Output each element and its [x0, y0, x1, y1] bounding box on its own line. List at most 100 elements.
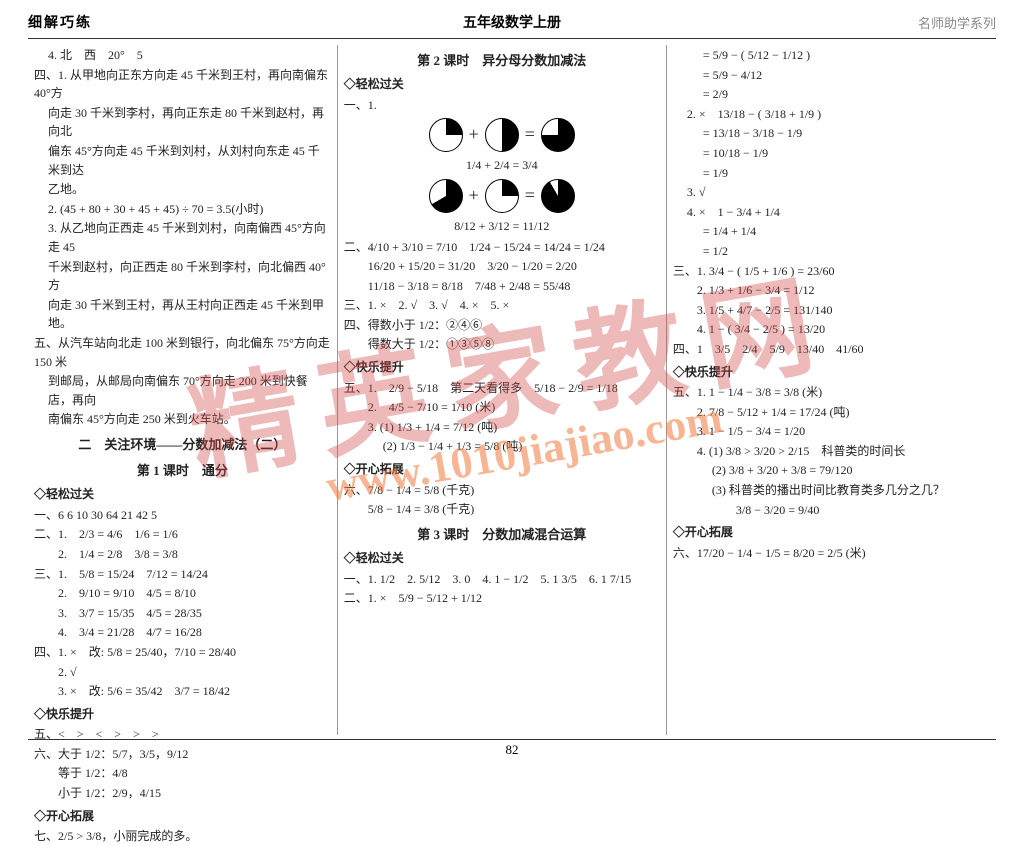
text-line: 3/8 − 3/20 = 9/40	[673, 501, 990, 520]
text-line: 南偏东 45°方向走 250 米到火车站。	[34, 410, 331, 429]
text-line: 一、6 6 10 30 64 21 42 5	[34, 506, 331, 525]
subsection: ◇轻松过关	[34, 485, 331, 504]
text-line: 三、1. 5/8 = 15/24 7/12 = 14/24	[34, 565, 331, 584]
text-line: 六、7/8 − 1/4 = 5/8 (千克)	[344, 481, 660, 500]
text-line: = 13/18 − 3/18 − 1/9	[673, 124, 990, 143]
pie-icon	[541, 179, 575, 213]
equals-icon: =	[525, 121, 535, 149]
text-line: 一、1. 1/2 2. 5/12 3. 0 4. 1 − 1/2 5. 1 3/…	[344, 570, 660, 589]
text-line: 等于 1/2：4/8	[34, 764, 331, 783]
text-line: 2. (45 + 80 + 30 + 45 + 45) ÷ 70 = 3.5(小…	[34, 200, 331, 219]
lesson-title: 第 2 课时 异分母分数加减法	[344, 51, 660, 71]
header-left: 细解巧练	[28, 12, 92, 32]
text-line: 二、4/10 + 3/10 = 7/10 1/24 − 15/24 = 14/2…	[344, 238, 660, 257]
subsection: ◇开心拓展	[34, 807, 331, 826]
text-line: = 1/2	[673, 242, 990, 261]
subsection: ◇开心拓展	[344, 460, 660, 479]
text-line: 4. × 1 − 3/4 + 1/4	[673, 203, 990, 222]
text-line: = 10/18 − 1/9	[673, 144, 990, 163]
text-line: 四、得数小于 1/2：②④⑥	[344, 316, 660, 335]
text-line: (2) 1/3 − 1/4 + 1/3 = 5/8 (吨)	[344, 437, 660, 456]
text-line: 4. 1 − ( 3/4 − 2/5 ) = 13/20	[673, 320, 990, 339]
text-line: 2. × 13/18 − ( 3/18 + 1/9 )	[673, 105, 990, 124]
text-line: 七、2/5 > 3/8，小丽完成的多。	[34, 827, 331, 846]
text-line: 3. 3/7 = 15/35 4/5 = 28/35	[34, 604, 331, 623]
text-line: 3. 1/5 + 4/7 − 2/5 = 131/140	[673, 301, 990, 320]
text-line: 4. 北 西 20° 5	[34, 46, 331, 65]
text-line: = 1/4 + 1/4	[673, 222, 990, 241]
text-line: 3. × 改: 5/6 = 35/42 3/7 = 18/42	[34, 682, 331, 701]
text-line: (2) 3/8 + 3/20 + 3/8 = 79/120	[673, 461, 990, 480]
subsection: ◇轻松过关	[344, 75, 660, 94]
plus-icon: +	[469, 182, 479, 210]
text-line: 得数大于 1/2：①③⑤⑧	[344, 335, 660, 354]
text-line: 二、1. 2/3 = 4/6 1/6 = 1/6	[34, 525, 331, 544]
text-line: 六、大于 1/2：5/7，3/5，9/12	[34, 745, 331, 764]
text-line: 3. 1 − 1/5 − 3/4 = 1/20	[673, 422, 990, 441]
text-line: = 5/9 − 4/12	[673, 66, 990, 85]
text-line: 3. √	[673, 183, 990, 202]
text-line: 2. 9/10 = 9/10 4/5 = 8/10	[34, 584, 331, 603]
text-line: 三、1. × 2. √ 3. √ 4. × 5. ×	[344, 296, 660, 315]
plus-icon: +	[469, 121, 479, 149]
text-line: 六、17/20 − 1/4 − 1/5 = 8/20 = 2/5 (米)	[673, 544, 990, 563]
text-line: = 2/9	[673, 85, 990, 104]
content-columns: 4. 北 西 20° 5 四、1. 从甲地向正东方向走 45 千米到王村，再向南…	[28, 45, 996, 735]
text-line: 2. 7/8 − 5/12 + 1/4 = 17/24 (吨)	[673, 403, 990, 422]
text-line: 四、1 3/5 2/4 5/9 13/40 41/60	[673, 340, 990, 359]
text-line: 二、1. × 5/9 − 5/12 + 1/12	[344, 589, 660, 608]
text-line: 五、< > < > > >	[34, 725, 331, 744]
pie-icon	[485, 118, 519, 152]
lesson-title: 第 1 课时 通分	[34, 461, 331, 481]
text-line: 五、1. 2/9 − 5/18 第二天看得多 5/18 − 2/9 = 1/18	[344, 379, 660, 398]
fraction-equation: 1/4 + 2/4 = 3/4	[344, 156, 660, 175]
text-line: 向走 30 千米到王村，再从王村向正西走 45 千米到甲地。	[34, 296, 331, 333]
subsection: ◇快乐提升	[34, 705, 331, 724]
text-line: 偏东 45°方向走 45 千米到刘村，从刘村向东走 45 千米到达	[34, 142, 331, 179]
text-line: (3) 科普类的播出时间比教育类多几分之几？	[673, 481, 990, 500]
text-line: 到邮局，从邮局向南偏东 70°方向走 200 米到快餐店，再向	[34, 372, 331, 409]
text-line: 四、1. 从甲地向正东方向走 45 千米到王村，再向南偏东 40°方	[34, 66, 331, 103]
text-line: 千米到赵村，向正西走 80 千米到李村，向北偏西 40°方	[34, 258, 331, 295]
column-2: 第 2 课时 异分母分数加减法 ◇轻松过关 一、1. + = 1/4 + 2/4…	[338, 45, 667, 735]
text-line: 2. 4/5 − 7/10 = 1/10 (米)	[344, 398, 660, 417]
text-line: 2. √	[34, 663, 331, 682]
text-line: 五、1. 1 − 1/4 − 3/8 = 3/8 (米)	[673, 383, 990, 402]
text-line: 一、1.	[344, 96, 660, 115]
text-line: = 1/9	[673, 164, 990, 183]
text-line: 11/18 − 3/18 = 8/18 7/48 + 2/48 = 55/48	[344, 277, 660, 296]
section-title: 二 关注环境——分数加减法（二）	[34, 435, 331, 455]
lesson-title: 第 3 课时 分数加减混合运算	[344, 525, 660, 545]
pie-icon	[429, 179, 463, 213]
text-line: 5/8 − 1/4 = 3/8 (千克)	[344, 500, 660, 519]
text-line: 16/20 + 15/20 = 31/20 3/20 − 1/20 = 2/20	[344, 257, 660, 276]
header-rule	[28, 38, 996, 39]
text-line: 3. (1) 1/3 + 1/4 = 7/12 (吨)	[344, 418, 660, 437]
text-line: 2. 1/4 = 2/8 3/8 = 3/8	[34, 545, 331, 564]
text-line: 四、1. × 改: 5/8 = 25/40，7/10 = 28/40	[34, 643, 331, 662]
subsection: ◇快乐提升	[673, 363, 990, 382]
page: 细解巧练 五年级数学上册 名师助学系列 4. 北 西 20° 5 四、1. 从甲…	[0, 0, 1024, 766]
pie-icon	[485, 179, 519, 213]
pie-equation-2: + =	[344, 179, 660, 213]
pie-icon	[541, 118, 575, 152]
pie-equation-1: + =	[344, 118, 660, 152]
column-1: 4. 北 西 20° 5 四、1. 从甲地向正东方向走 45 千米到王村，再向南…	[28, 45, 338, 735]
page-header: 细解巧练 五年级数学上册 名师助学系列	[28, 8, 996, 36]
fraction-equation: 8/12 + 3/12 = 11/12	[344, 217, 660, 236]
text-line: 4. (1) 3/8 > 3/20 > 2/15 科普类的时间长	[673, 442, 990, 461]
text-line: = 5/9 − ( 5/12 − 1/12 )	[673, 46, 990, 65]
text-line: 小于 1/2：2/9，4/15	[34, 784, 331, 803]
text-line: 2. 1/3 + 1/6 − 3/4 = 1/12	[673, 281, 990, 300]
column-3: = 5/9 − ( 5/12 − 1/12 ) = 5/9 − 4/12 = 2…	[667, 45, 996, 735]
text-line: 乙地。	[34, 180, 331, 199]
header-center: 五年级数学上册	[463, 12, 561, 32]
text-line: 3. 从乙地向正西走 45 千米到刘村，向南偏西 45°方向走 45	[34, 219, 331, 256]
header-right: 名师助学系列	[918, 13, 996, 32]
text-line: 向走 30 千米到李村，再向正东走 80 千米到赵村，再向北	[34, 104, 331, 141]
pie-icon	[429, 118, 463, 152]
subsection: ◇开心拓展	[673, 523, 990, 542]
text-line: 4. 3/4 = 21/28 4/7 = 16/28	[34, 623, 331, 642]
equals-icon: =	[525, 182, 535, 210]
subsection: ◇轻松过关	[344, 549, 660, 568]
